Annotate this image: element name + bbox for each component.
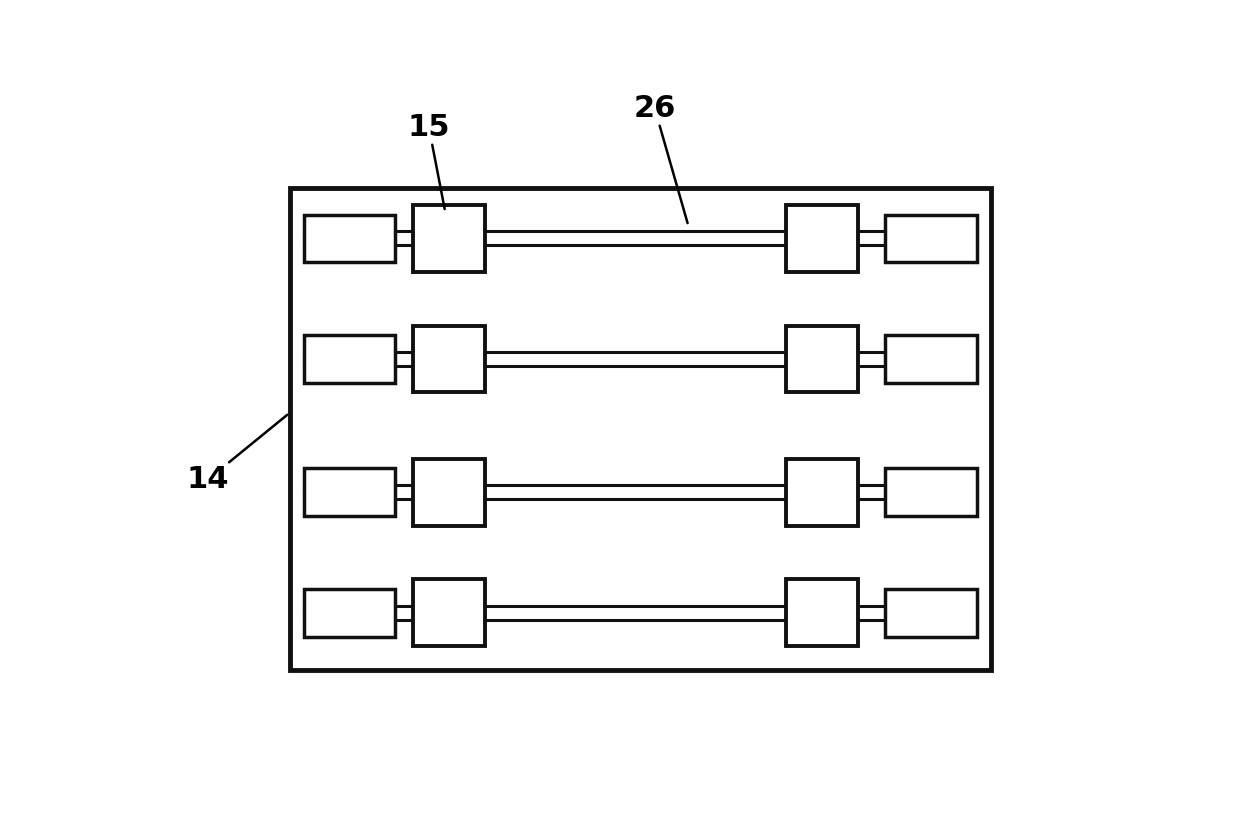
Bar: [304, 215, 396, 262]
Bar: [413, 579, 485, 646]
Bar: [304, 589, 396, 637]
Bar: [885, 335, 977, 383]
Bar: [786, 579, 858, 646]
Bar: [786, 325, 858, 392]
Bar: [304, 335, 396, 383]
Bar: [304, 485, 977, 499]
Bar: [786, 205, 858, 272]
Bar: [304, 606, 977, 620]
Text: 14: 14: [186, 414, 288, 494]
Bar: [786, 459, 858, 526]
Bar: [413, 325, 485, 392]
Text: 15: 15: [408, 113, 450, 209]
Bar: [885, 589, 977, 637]
Text: 26: 26: [634, 94, 688, 223]
Bar: [304, 352, 977, 366]
Bar: [290, 188, 991, 670]
Bar: [885, 215, 977, 262]
Bar: [304, 469, 396, 516]
Bar: [885, 469, 977, 516]
Bar: [304, 232, 977, 246]
Bar: [413, 459, 485, 526]
Bar: [413, 205, 485, 272]
